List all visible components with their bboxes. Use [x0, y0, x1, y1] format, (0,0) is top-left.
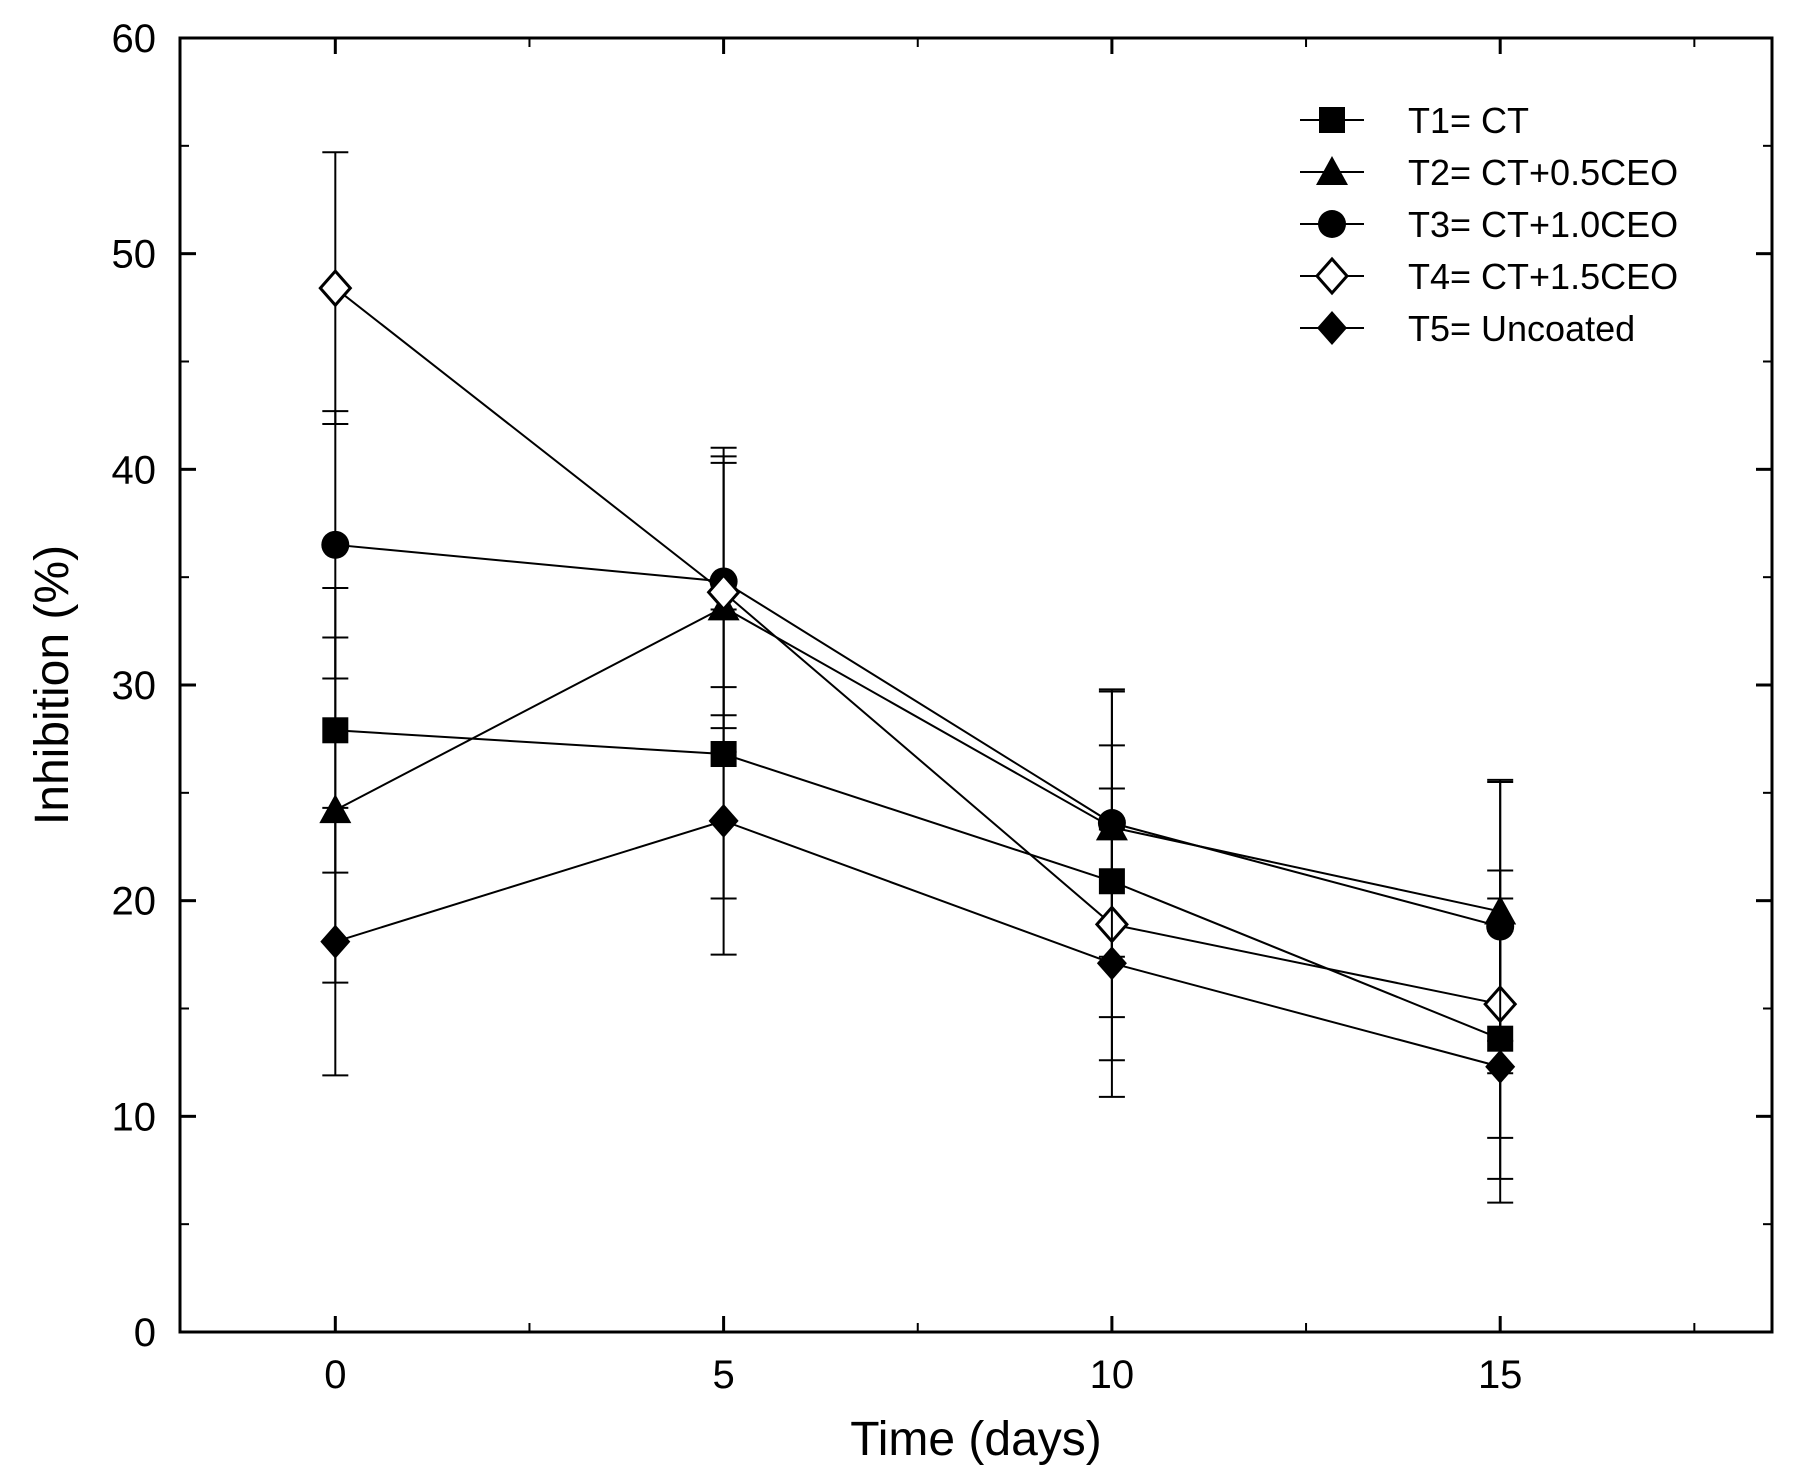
- y-tick-label: 60: [112, 17, 157, 61]
- legend-marker: [1317, 311, 1347, 345]
- series-line: [334, 287, 1501, 1006]
- legend-marker: [1318, 210, 1346, 238]
- series-3: [321, 410, 1515, 1075]
- x-tick-label: 15: [1478, 1353, 1523, 1397]
- y-tick-label: 0: [134, 1311, 156, 1355]
- legend-item: T5= Uncoated: [1300, 308, 1635, 349]
- legend-item: T2= CT+0.5CEO: [1300, 152, 1678, 193]
- legend-marker: [1319, 107, 1345, 133]
- x-axis-title: Time (days): [850, 1413, 1102, 1466]
- y-tick-label: 10: [112, 1095, 157, 1139]
- legend-label: T3= CT+1.0CEO: [1408, 204, 1678, 245]
- legend-label: T2= CT+0.5CEO: [1408, 152, 1678, 193]
- y-axis-ticks: 0 10 20 30 40 50 60: [112, 17, 1772, 1355]
- legend-label: T1= CT: [1408, 100, 1529, 141]
- y-tick-label: 20: [112, 880, 157, 924]
- data-point: [321, 530, 350, 559]
- series-2: [319, 461, 1517, 1042]
- y-tick-label: 40: [112, 448, 157, 492]
- series-5: [320, 686, 1516, 1204]
- series-line: [335, 819, 1501, 1068]
- x-tick-label: 5: [712, 1353, 734, 1397]
- legend-item: T1= CT: [1300, 100, 1529, 141]
- x-tick-label: 0: [324, 1353, 346, 1397]
- y-tick-label: 30: [112, 664, 157, 708]
- minor-ticks: [180, 38, 1772, 1332]
- legend-label: T5= Uncoated: [1408, 308, 1635, 349]
- x-tick-label: 10: [1090, 1353, 1135, 1397]
- series-4: [318, 151, 1518, 1139]
- data-point: [1485, 1049, 1516, 1084]
- y-axis-title: Inhibition (%): [26, 545, 79, 825]
- legend-marker: [1316, 156, 1348, 185]
- legend-item: T3= CT+1.0CEO: [1300, 204, 1678, 245]
- legend-label: T4= CT+1.5CEO: [1408, 256, 1678, 297]
- series-line: [334, 606, 1501, 913]
- data-point: [320, 924, 351, 959]
- legend: T1= CT T2= CT+0.5CEO T3= CT+1.0CEO T4= CT+1…: [1300, 100, 1678, 349]
- y-tick-label: 50: [112, 233, 157, 277]
- data-point: [1096, 946, 1127, 981]
- data-point: [706, 572, 741, 612]
- series-line: [335, 543, 1501, 928]
- legend-item: T4= CT+1.5CEO: [1300, 256, 1678, 297]
- series-layer: [318, 151, 1518, 1204]
- series-line: [335, 729, 1501, 1040]
- x-axis-ticks: 0 5 10 15: [324, 38, 1522, 1397]
- data-point: [318, 268, 353, 308]
- legend-marker: [1314, 256, 1350, 296]
- data-point: [708, 803, 739, 838]
